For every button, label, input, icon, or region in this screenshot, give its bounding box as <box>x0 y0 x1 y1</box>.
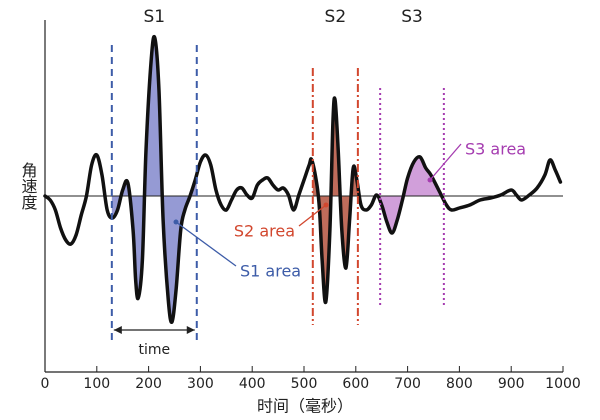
area-label: S3 area <box>465 140 526 159</box>
region-area <box>111 36 197 323</box>
area-pointer <box>429 143 462 181</box>
area-pointer-head <box>427 177 433 183</box>
line <box>43 34 563 324</box>
x-tick-label: 300 <box>187 376 214 392</box>
x-tick-label: 0 <box>41 376 50 392</box>
region-area <box>380 156 444 234</box>
area-label: S2 area <box>234 222 295 241</box>
area-pointer <box>298 204 327 227</box>
y-axis-label: 角速度 <box>19 162 38 210</box>
x-tick-label: 500 <box>291 376 318 392</box>
x-tick-label: 400 <box>239 376 266 392</box>
x-tick-label: 600 <box>342 376 369 392</box>
x-tick-label: 800 <box>446 376 473 392</box>
x-tick-label: 100 <box>83 376 110 392</box>
area-label: S1 area <box>240 262 301 281</box>
x-tick-label: 700 <box>394 376 421 392</box>
area-pointer <box>175 221 237 267</box>
region-label: S3 <box>401 7 423 27</box>
x-tick-label: 1000 <box>545 376 581 392</box>
area-pointer-head <box>323 202 329 208</box>
area-pointer-head <box>173 219 179 225</box>
x-tick-label: 200 <box>135 376 162 392</box>
span-label: time <box>138 342 170 358</box>
region-label: S1 <box>143 7 165 27</box>
region-label: S2 <box>325 7 347 27</box>
x-tick-label: 900 <box>498 376 525 392</box>
x-axis-label: 时间（毫秒） <box>257 397 353 416</box>
